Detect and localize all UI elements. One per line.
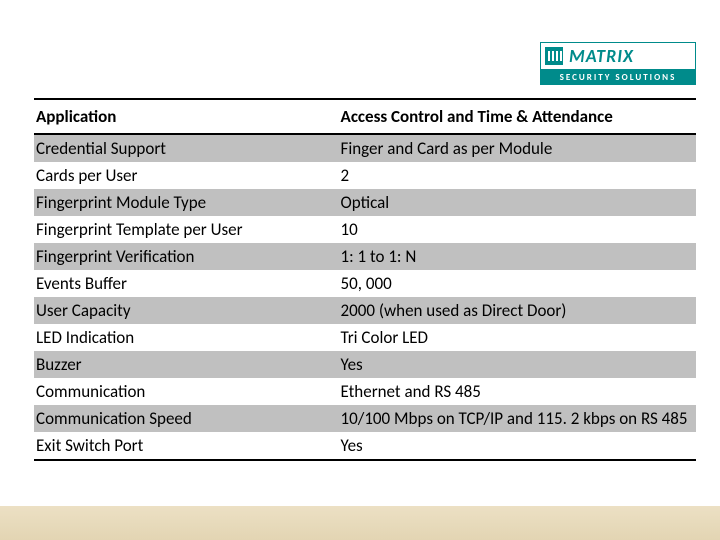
brand-name: MATRIX (569, 45, 634, 67)
spec-param: Fingerprint Template per User (34, 216, 339, 243)
spec-value: Finger and Card as per Module (339, 134, 696, 162)
spec-value: 2000 (when used as Direct Door) (339, 297, 696, 324)
spec-value: 50, 000 (339, 270, 696, 297)
brand-logo-top: MATRIX (540, 42, 696, 70)
spec-param: Credential Support (34, 134, 339, 162)
table-row: Cards per User2 (34, 162, 696, 189)
spec-param: Cards per User (34, 162, 339, 189)
spec-param: Fingerprint Module Type (34, 189, 339, 216)
spec-table: Application Access Control and Time & At… (34, 98, 696, 461)
table-row: Fingerprint Verification1: 1 to 1: N (34, 243, 696, 270)
spec-value: 10 (339, 216, 696, 243)
spec-param: Buzzer (34, 351, 339, 378)
spec-param: Events Buffer (34, 270, 339, 297)
spec-param: LED Indication (34, 324, 339, 351)
spec-param: Communication Speed (34, 405, 339, 432)
spec-table-body: Credential Support Finger and Card as pe… (34, 134, 696, 460)
spec-value: 10/100 Mbps on TCP/IP and 115. 2 kbps on… (339, 405, 696, 432)
spec-value: Tri Color LED (339, 324, 696, 351)
table-row: Events Buffer50, 000 (34, 270, 696, 297)
spec-value: 2 (339, 162, 696, 189)
spec-value: Ethernet and RS 485 (339, 378, 696, 405)
brand-tagline: SECURITY SOLUTIONS (540, 70, 696, 85)
table-row: User Capacity2000 (when used as Direct D… (34, 297, 696, 324)
col-header-value: Access Control and Time & Attendance (339, 99, 696, 134)
spec-param: Exit Switch Port (34, 432, 339, 460)
table-row: CommunicationEthernet and RS 485 (34, 378, 696, 405)
matrix-bars-icon (545, 47, 563, 65)
spec-param: User Capacity (34, 297, 339, 324)
spec-value: Yes (339, 432, 696, 460)
spec-table-container: Application Access Control and Time & At… (34, 98, 696, 461)
spec-param: Fingerprint Verification (34, 243, 339, 270)
table-row: BuzzerYes (34, 351, 696, 378)
table-row: LED IndicationTri Color LED (34, 324, 696, 351)
spec-param: Communication (34, 378, 339, 405)
table-row: Fingerprint Module TypeOptical (34, 189, 696, 216)
spec-value: 1: 1 to 1: N (339, 243, 696, 270)
spec-value: Optical (339, 189, 696, 216)
footer-band (0, 506, 720, 540)
table-header-row: Application Access Control and Time & At… (34, 99, 696, 134)
brand-logo: MATRIX SECURITY SOLUTIONS (540, 42, 696, 85)
table-row: Exit Switch PortYes (34, 432, 696, 460)
slide: MATRIX SECURITY SOLUTIONS Application Ac… (0, 0, 720, 540)
table-row: Fingerprint Template per User10 (34, 216, 696, 243)
spec-value: Yes (339, 351, 696, 378)
table-row: Credential Support Finger and Card as pe… (34, 134, 696, 162)
table-row: Communication Speed10/100 Mbps on TCP/IP… (34, 405, 696, 432)
col-header-param: Application (34, 99, 339, 134)
